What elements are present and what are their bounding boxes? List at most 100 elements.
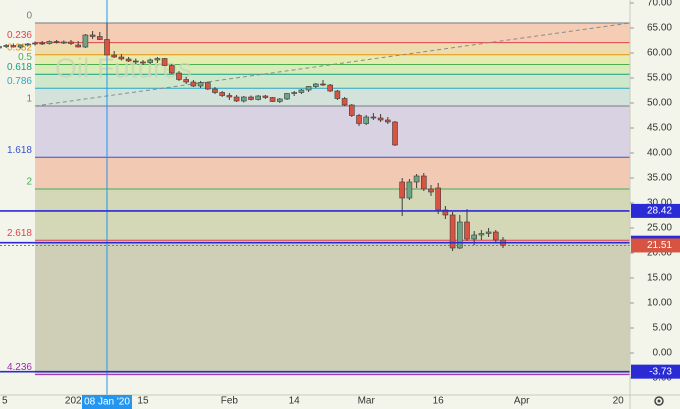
x-tick-label: Apr [514, 396, 530, 407]
candle-body [356, 115, 362, 124]
candle-body [233, 96, 240, 102]
price-label-box [631, 364, 680, 379]
x-tick-label: 14 [289, 396, 301, 407]
candle-body [276, 98, 283, 102]
candle-body [3, 45, 9, 47]
candle-body [183, 79, 189, 83]
plot [0, 0, 630, 395]
fib-band [35, 42, 630, 55]
candle-body [125, 58, 132, 62]
fib-label: 0.382 [7, 42, 32, 53]
candle-body [10, 45, 17, 48]
y-tick-label: 20.00 [647, 248, 672, 259]
candle-body [471, 234, 477, 240]
gear-center[interactable] [657, 399, 661, 403]
candle-body [75, 44, 81, 48]
fib-label: 1.618 [7, 145, 32, 156]
fib-label: 1 [26, 94, 32, 105]
settings-icon[interactable] [654, 396, 664, 406]
candle-body [298, 89, 305, 93]
candle-body [341, 98, 348, 106]
candle-body [363, 116, 369, 124]
candle-body [485, 231, 492, 234]
y-tick-label: 65.00 [647, 23, 672, 34]
candle-body [204, 82, 211, 90]
fib-label: 4.236 [7, 362, 32, 373]
candle-body [442, 209, 449, 216]
candle-body [413, 175, 420, 183]
fib-label: 0.5 [18, 52, 32, 63]
candle-body [226, 95, 233, 98]
x-tick-label: 2020 [65, 396, 88, 407]
candle-body [104, 39, 110, 56]
candle-body [384, 119, 391, 123]
price-label-box [631, 238, 680, 253]
candle-body [219, 92, 225, 96]
candle-body [478, 233, 485, 236]
candle-body [111, 54, 117, 58]
candle-body [89, 34, 96, 37]
crosshair-label: 08 Jan '20 [84, 397, 130, 408]
candle-body [132, 60, 139, 63]
candle-body [147, 59, 153, 63]
x-tick-label: 15 [137, 396, 149, 407]
fib-label: 2.618 [7, 228, 32, 239]
candle-body [456, 221, 463, 249]
fib-band [35, 54, 630, 65]
candle-body [32, 42, 38, 45]
x-tick-label: 20 [613, 396, 625, 407]
candle-body [161, 58, 168, 66]
trend-line [34, 22, 631, 107]
candle-body [46, 41, 53, 44]
y-tick-label: 50.00 [647, 98, 672, 109]
candle-body [305, 86, 312, 91]
candle-body [327, 84, 333, 92]
x-tick-label: 5 [2, 396, 8, 407]
candle-body [96, 36, 103, 40]
candle-body [53, 41, 60, 43]
candle-body [176, 72, 182, 80]
candle-body [312, 83, 319, 87]
y-tick-label: 40.00 [647, 148, 672, 159]
y-tick-label: 45.00 [647, 123, 672, 134]
y-tick-label: 15.00 [647, 273, 672, 284]
candle-body [269, 97, 276, 102]
price-label: 21.51 [647, 240, 672, 251]
candle-body [39, 42, 45, 45]
gear[interactable] [654, 396, 664, 406]
fib-band [35, 88, 630, 106]
candle-body [68, 41, 74, 44]
candle-body [370, 116, 377, 119]
fib-band [35, 157, 630, 189]
candle-body [464, 221, 470, 240]
candle-body [140, 61, 146, 64]
candle-body [399, 181, 405, 199]
candle-body [406, 181, 413, 199]
candle-body [248, 96, 254, 100]
crosshair-label-box [81, 395, 132, 409]
x-tick-label: Mar [358, 396, 376, 407]
y-tick-label: 30.00 [647, 198, 672, 209]
y-tick-label: 25.00 [647, 223, 672, 234]
candle-body [190, 81, 197, 87]
candle-body [82, 34, 89, 48]
y-tick-label: 0.00 [653, 348, 673, 359]
fib-label: 0 [26, 11, 32, 22]
fib-label: 2 [26, 177, 32, 188]
candle-body [435, 187, 441, 211]
fib-band [35, 23, 630, 43]
candle-body [334, 90, 341, 99]
candle-body [392, 121, 398, 146]
candle-body [377, 117, 384, 121]
fib-label: 0.618 [7, 62, 32, 73]
candle-body [348, 104, 355, 116]
candle-body [284, 93, 290, 100]
candle-body [154, 58, 161, 61]
y-tick-label: 60.00 [647, 48, 672, 59]
y-tick-label: 35.00 [647, 173, 672, 184]
price-label: 28.42 [647, 206, 672, 217]
fib-band [35, 106, 630, 158]
candle-body [0, 46, 2, 49]
